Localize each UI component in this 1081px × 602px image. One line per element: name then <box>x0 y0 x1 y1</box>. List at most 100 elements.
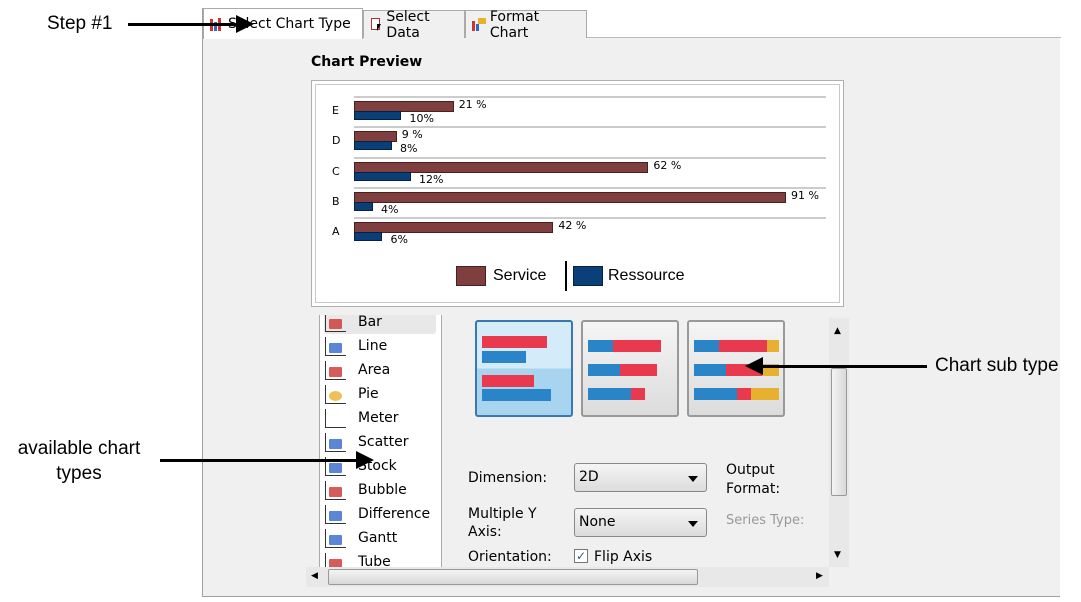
data-label: 12% <box>418 172 444 186</box>
difference-icon <box>324 504 346 524</box>
category-label: A <box>332 225 340 239</box>
arrowhead-icon <box>745 357 763 375</box>
legend-swatch-ressource <box>573 266 603 286</box>
chart-type-area[interactable]: Area <box>324 358 390 382</box>
category-label: D <box>332 134 341 148</box>
subtype-stacked[interactable] <box>581 320 679 417</box>
bar-ressource-E <box>354 111 402 120</box>
tab-select-chart-type[interactable]: Select Chart Type <box>203 8 363 39</box>
chart-type-pie[interactable]: Pie <box>324 382 379 406</box>
chart-type-label: Bar <box>358 315 382 330</box>
chart-type-label: Difference <box>358 506 431 522</box>
data-label: 6% <box>390 233 408 247</box>
bar-ressource-D <box>354 141 392 151</box>
flip-axis-checkbox[interactable]: ✓ <box>574 549 588 563</box>
data-label: 9 % <box>401 128 423 142</box>
dimension-value: 2D <box>579 469 599 485</box>
chart-type-difference[interactable]: Difference <box>324 502 430 526</box>
legend-swatch-service <box>456 266 486 286</box>
tab-label: Format Chart <box>489 8 540 41</box>
orientation-label: Orientation: <box>468 549 552 565</box>
annotation-step: Step #1 <box>47 13 113 34</box>
dimension-select[interactable]: 2D <box>574 463 707 492</box>
annotation-arrow <box>128 23 240 26</box>
scroll-right-icon[interactable]: ▶ <box>816 571 823 581</box>
subtype-percent-stacked[interactable] <box>687 320 785 417</box>
annotation-arrow <box>160 459 360 462</box>
annotation-arrow <box>760 365 927 368</box>
scroll-up-icon[interactable]: ▲ <box>834 326 841 336</box>
series-type-label: Series Type: <box>726 513 805 528</box>
chart-wizard-window: Select Chart Type Select Data Format Cha… <box>202 8 1061 597</box>
scatter-icon <box>324 432 346 452</box>
chart-type-label: Meter <box>358 410 399 426</box>
gridline <box>354 96 826 98</box>
meter-icon <box>324 408 346 428</box>
vertical-scroll-thumb[interactable] <box>831 368 847 496</box>
gridline <box>354 156 826 159</box>
chart-type-label: Line <box>358 338 388 354</box>
category-label: E <box>332 104 339 117</box>
tab-label: Select Data <box>386 8 430 41</box>
area-chart-icon <box>324 360 346 380</box>
data-label: 4% <box>380 202 399 216</box>
multiple-y-select[interactable]: None <box>574 508 707 537</box>
vertical-scrollbar[interactable]: ▲ ▼ <box>829 318 849 567</box>
tube-icon <box>324 552 346 567</box>
gridline <box>354 217 826 220</box>
tab-format-chart[interactable]: Format Chart <box>465 8 587 41</box>
bar-service-B <box>354 191 786 203</box>
gantt-icon <box>324 528 346 548</box>
legend-divider <box>565 261 567 291</box>
gridline <box>354 186 826 189</box>
legend-label-ressource: Ressource <box>608 267 685 284</box>
annotation-sub-type: Chart sub type <box>935 355 1059 376</box>
dimension-label: Dimension: <box>468 470 548 486</box>
data-label: 8% <box>399 142 418 156</box>
chart-type-tube[interactable]: Tube <box>324 550 391 567</box>
chart-type-scatter[interactable]: Scatter <box>324 430 409 454</box>
chart-type-meter[interactable]: Meter <box>324 406 399 430</box>
tab-label: Select Chart Type <box>228 16 351 32</box>
bar-service-A <box>354 222 554 234</box>
multiple-y-value: None <box>579 514 616 530</box>
bar-ressource-B <box>354 201 373 211</box>
bar-service-E <box>354 101 454 112</box>
chart-preview-title: Chart Preview <box>311 54 423 70</box>
data-label: 42 % <box>558 219 587 233</box>
horizontal-scroll-thumb[interactable] <box>328 569 698 585</box>
chart-type-bar[interactable]: Bar <box>324 315 436 334</box>
bar-ressource-A <box>354 232 383 242</box>
multiple-y-label: Multiple Y Axis: <box>468 506 537 540</box>
chart-type-label: Pie <box>358 386 379 402</box>
chart-type-line[interactable]: Line <box>324 334 387 358</box>
annotation-chart-types: available chart types <box>17 438 141 484</box>
bar-ressource-C <box>354 171 411 181</box>
data-label: 62 % <box>653 158 682 172</box>
horizontal-scrollbar[interactable]: ◀ ▶ <box>306 567 829 587</box>
chart-type-list[interactable]: Bar Line Area Pie Meter Scatter Stock Bubble Dif… <box>319 315 442 567</box>
chart-type-bubble[interactable]: Bubble <box>324 478 407 502</box>
scroll-down-icon[interactable]: ▼ <box>834 550 841 560</box>
data-label: 21 % <box>458 98 487 111</box>
data-label: 91 % <box>791 188 819 202</box>
data-label: 10% <box>409 112 434 125</box>
chart-type-label: Tube <box>358 554 391 567</box>
chart-type-label: Bubble <box>358 482 407 498</box>
pie-chart-icon <box>324 384 346 404</box>
data-cursor-icon <box>369 17 382 32</box>
category-label: C <box>332 164 340 178</box>
bar-chart-icon <box>324 315 346 332</box>
chevron-down-icon <box>688 476 698 482</box>
chart-type-label: Area <box>358 362 391 378</box>
subtype-side-by-side[interactable] <box>475 320 573 417</box>
chart-preview: Service Ressource E 21 % 10% D 9 % 8% C 62 % 12%… <box>311 80 844 307</box>
chevron-down-icon <box>688 521 698 527</box>
flip-axis-label: Flip Axis <box>594 549 653 565</box>
scroll-left-icon[interactable]: ◀ <box>311 571 318 581</box>
format-chart-icon <box>471 17 486 32</box>
chart-type-gantt[interactable]: Gantt <box>324 526 397 550</box>
tab-select-data[interactable]: Select Data <box>363 8 465 41</box>
arrowhead-icon <box>356 451 374 469</box>
chart-plot-area: Service Ressource E 21 % 10% D 9 % 8% C 62 % 12%… <box>315 84 840 303</box>
